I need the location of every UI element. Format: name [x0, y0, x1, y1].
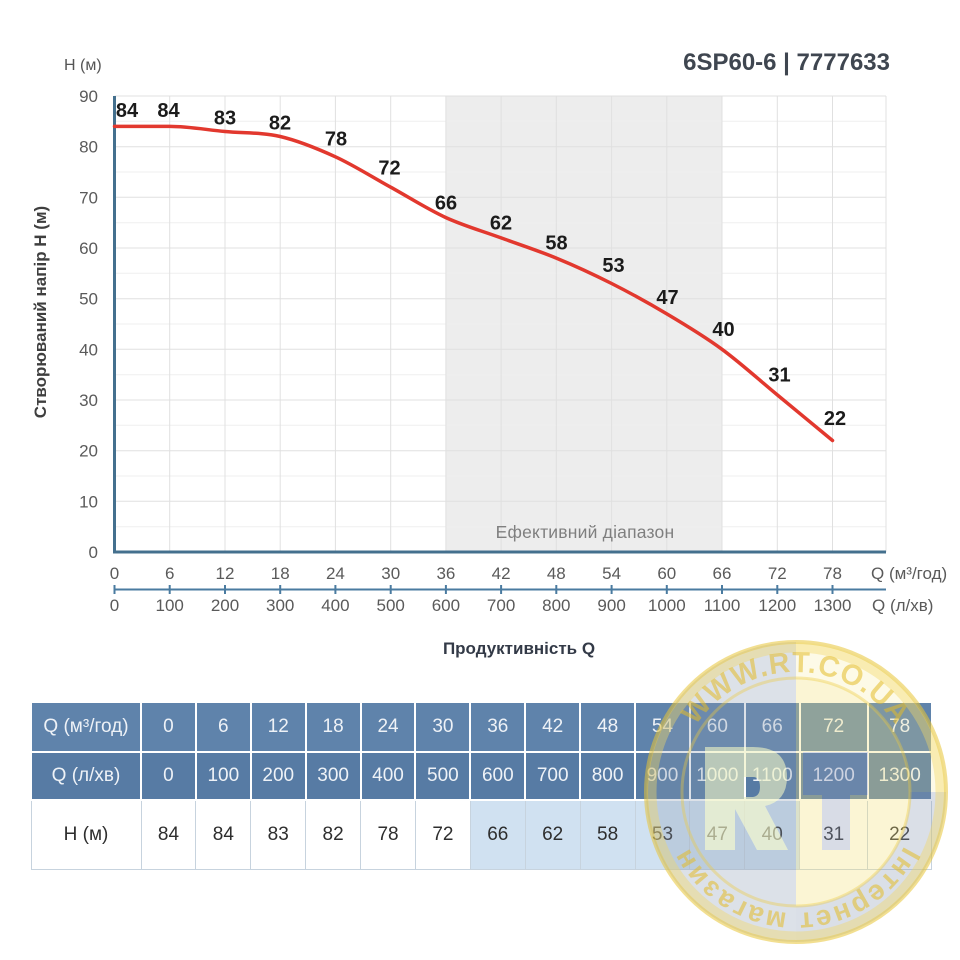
svg-text:Q (м³/год): Q (м³/год)	[871, 564, 947, 583]
svg-text:70: 70	[79, 188, 98, 207]
svg-text:72: 72	[378, 158, 400, 180]
svg-text:Продуктивність Q: Продуктивність Q	[443, 639, 595, 658]
svg-text:Створюваний напір Н (м): Створюваний напір Н (м)	[31, 206, 50, 418]
svg-text:82: 82	[269, 113, 291, 135]
svg-text:300: 300	[266, 596, 294, 615]
svg-text:6SP60-6 | 7777633: 6SP60-6 | 7777633	[683, 49, 890, 76]
svg-text:100: 100	[156, 596, 184, 615]
svg-text:6: 6	[165, 564, 174, 583]
svg-text:84: 84	[157, 100, 180, 122]
svg-text:84: 84	[116, 100, 139, 122]
svg-text:31: 31	[768, 365, 790, 387]
svg-text:0: 0	[110, 564, 119, 583]
svg-text:20: 20	[79, 442, 98, 461]
svg-text:40: 40	[79, 340, 98, 359]
svg-text:42: 42	[492, 564, 511, 583]
svg-text:12: 12	[216, 564, 235, 583]
svg-text:78: 78	[325, 129, 347, 151]
svg-text:80: 80	[79, 138, 98, 157]
svg-text:48: 48	[547, 564, 566, 583]
svg-text:600: 600	[432, 596, 460, 615]
svg-text:Q (л/хв): Q (л/хв)	[872, 596, 933, 615]
svg-text:72: 72	[768, 564, 787, 583]
svg-text:22: 22	[824, 408, 846, 430]
svg-text:62: 62	[490, 213, 512, 235]
svg-text:66: 66	[435, 193, 457, 215]
svg-text:0: 0	[110, 596, 119, 615]
svg-text:1000: 1000	[648, 596, 686, 615]
svg-text:53: 53	[602, 255, 624, 277]
svg-text:18: 18	[271, 564, 290, 583]
svg-text:60: 60	[657, 564, 676, 583]
svg-text:1200: 1200	[758, 596, 796, 615]
svg-text:10: 10	[79, 492, 98, 511]
svg-text:30: 30	[79, 391, 98, 410]
svg-text:47: 47	[656, 287, 678, 309]
svg-text:58: 58	[545, 233, 567, 255]
svg-text:50: 50	[79, 290, 98, 309]
svg-text:0: 0	[89, 543, 98, 562]
svg-text:78: 78	[823, 564, 842, 583]
svg-text:83: 83	[214, 108, 236, 130]
svg-text:Ефективний діапазон: Ефективний діапазон	[496, 522, 675, 542]
svg-text:24: 24	[326, 564, 345, 583]
svg-text:1100: 1100	[704, 596, 741, 615]
svg-text:30: 30	[381, 564, 400, 583]
svg-text:36: 36	[436, 564, 455, 583]
svg-text:500: 500	[377, 596, 405, 615]
svg-text:400: 400	[321, 596, 349, 615]
svg-text:54: 54	[602, 564, 621, 583]
svg-text:66: 66	[713, 564, 732, 583]
svg-text:H (м): H (м)	[64, 57, 102, 74]
svg-text:800: 800	[542, 596, 570, 615]
svg-text:900: 900	[597, 596, 625, 615]
svg-text:90: 90	[79, 87, 98, 106]
svg-text:1300: 1300	[814, 596, 852, 615]
svg-text:40: 40	[712, 319, 734, 341]
svg-text:700: 700	[487, 596, 515, 615]
svg-text:200: 200	[211, 596, 239, 615]
svg-text:60: 60	[79, 239, 98, 258]
